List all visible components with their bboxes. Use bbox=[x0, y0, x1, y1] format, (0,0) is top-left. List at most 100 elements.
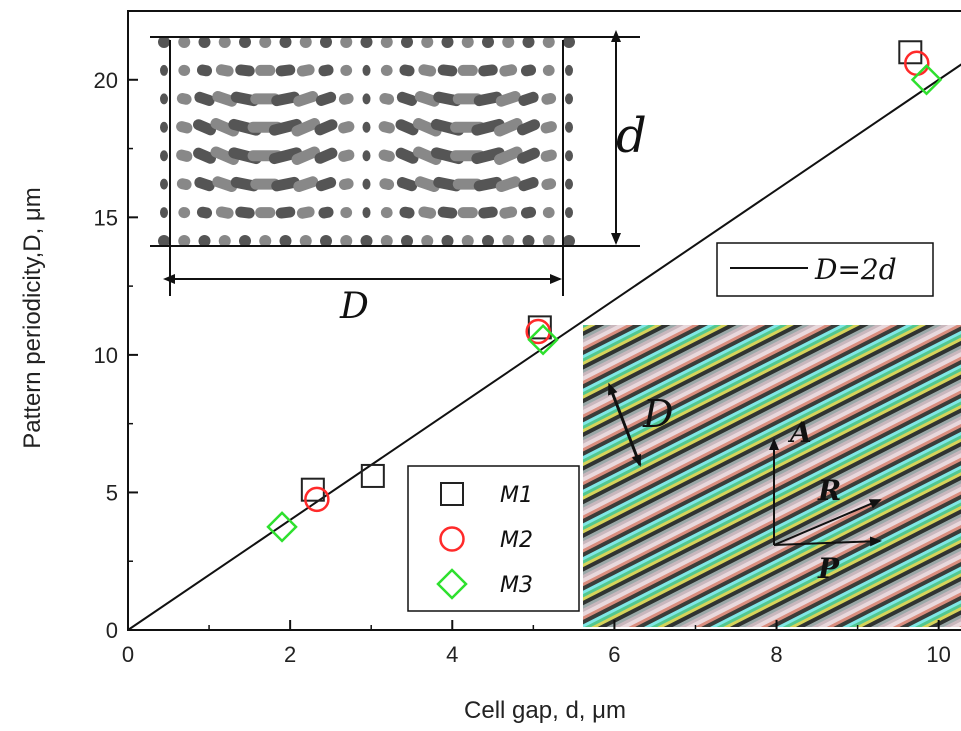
molecule bbox=[478, 206, 498, 219]
molecule-body bbox=[296, 206, 315, 219]
molecule bbox=[457, 207, 478, 219]
molecule-body bbox=[194, 177, 215, 192]
m1-point bbox=[360, 463, 385, 488]
molecule bbox=[399, 64, 415, 77]
director-profile-inset: d D bbox=[150, 30, 647, 327]
molecule-body bbox=[176, 178, 192, 191]
m3-point bbox=[910, 64, 943, 96]
molecule-body bbox=[362, 207, 371, 219]
molecule bbox=[396, 177, 418, 192]
series-legend-box bbox=[407, 465, 580, 612]
molecule bbox=[517, 147, 540, 164]
molecule bbox=[194, 177, 215, 192]
molecule bbox=[437, 64, 458, 77]
molecule-body bbox=[478, 64, 498, 77]
molecule-body bbox=[271, 176, 300, 192]
molecule bbox=[340, 64, 353, 76]
molecule-body bbox=[414, 91, 440, 107]
molecule-end-on bbox=[299, 36, 312, 48]
molecule bbox=[540, 149, 557, 162]
molecule-end-on bbox=[279, 36, 292, 48]
molecule-body bbox=[235, 64, 255, 77]
molecule-body bbox=[338, 149, 355, 162]
molecule-body bbox=[412, 118, 442, 137]
y-tick-label: 10 bbox=[94, 343, 118, 368]
molecule bbox=[517, 119, 540, 136]
molecule-body bbox=[196, 64, 213, 77]
molecule-body bbox=[194, 91, 215, 106]
molecule-body bbox=[293, 176, 319, 192]
molecule-body bbox=[291, 118, 321, 137]
molecule-body bbox=[362, 150, 371, 162]
molecule-end-on bbox=[502, 36, 515, 48]
molecule-body bbox=[418, 64, 437, 77]
molecule-body bbox=[565, 178, 573, 190]
molecule bbox=[212, 176, 238, 192]
molecule bbox=[215, 206, 234, 219]
molecule-body bbox=[395, 147, 419, 164]
legend-label-m3: M3 bbox=[500, 573, 533, 598]
molecule-end-on bbox=[320, 36, 332, 48]
molecule-body bbox=[396, 91, 418, 106]
x-tick-label: 6 bbox=[608, 642, 620, 667]
molecule-end-on bbox=[482, 235, 494, 247]
molecule-body bbox=[565, 121, 573, 133]
molecule-end-on bbox=[380, 235, 393, 247]
micrograph-label-D: D bbox=[642, 392, 673, 436]
molecule bbox=[176, 121, 193, 134]
legend-marker-m2 bbox=[439, 526, 465, 552]
molecule-body bbox=[215, 64, 234, 77]
micrograph-period-arrow bbox=[608, 382, 642, 467]
molecule bbox=[418, 64, 437, 77]
molecule-end-on bbox=[401, 36, 413, 48]
molecule-end-on bbox=[239, 235, 251, 247]
molecule-body bbox=[541, 178, 557, 191]
molecule bbox=[255, 64, 276, 76]
molecule-body bbox=[215, 206, 234, 219]
molecule-body bbox=[271, 91, 300, 107]
molecule-end-on bbox=[522, 36, 535, 48]
molecule-body bbox=[176, 92, 192, 105]
molecule-body bbox=[338, 92, 354, 105]
molecule bbox=[338, 121, 355, 134]
molecule-end-on bbox=[299, 235, 312, 247]
molecule bbox=[379, 92, 395, 105]
legend-label-m2: M2 bbox=[500, 528, 533, 553]
molecule-body bbox=[378, 149, 395, 162]
molecule bbox=[340, 207, 353, 219]
molecule-body bbox=[395, 119, 419, 136]
molecule bbox=[314, 147, 338, 164]
series-legend: M1 M2 M3 bbox=[407, 465, 580, 612]
molecule bbox=[291, 118, 321, 137]
molecule-body bbox=[457, 64, 478, 76]
molecule bbox=[296, 64, 315, 77]
y-axis: 0 5 10 15 20 bbox=[94, 10, 138, 643]
molecule-body bbox=[565, 207, 573, 219]
molecule-body bbox=[176, 121, 193, 134]
molecule-end-on bbox=[259, 235, 272, 247]
molecule-body bbox=[542, 207, 555, 219]
x-axis: 0 2 4 6 8 10 bbox=[122, 620, 951, 667]
molecule bbox=[235, 206, 255, 219]
molecule-body bbox=[160, 178, 168, 190]
molecule-end-on bbox=[380, 36, 393, 48]
molecule-body bbox=[380, 207, 393, 219]
molecule-end-on bbox=[320, 235, 332, 247]
molecule-end-on bbox=[461, 36, 474, 48]
m3-point bbox=[266, 511, 298, 543]
molecule-body bbox=[518, 91, 539, 106]
molecule bbox=[378, 121, 395, 134]
molecule bbox=[362, 150, 371, 162]
molecule-body bbox=[176, 149, 193, 162]
molecule-end-on bbox=[401, 235, 413, 247]
molecule-body bbox=[493, 146, 523, 165]
molecule-body bbox=[380, 64, 393, 76]
molecule-body bbox=[565, 93, 573, 105]
molecule bbox=[414, 91, 440, 107]
molecule-body bbox=[378, 121, 395, 134]
molecule bbox=[473, 176, 503, 192]
molecule-body bbox=[414, 176, 440, 192]
molecule-body bbox=[473, 91, 503, 107]
molecule-body bbox=[541, 92, 557, 105]
molecule-body bbox=[471, 147, 505, 165]
